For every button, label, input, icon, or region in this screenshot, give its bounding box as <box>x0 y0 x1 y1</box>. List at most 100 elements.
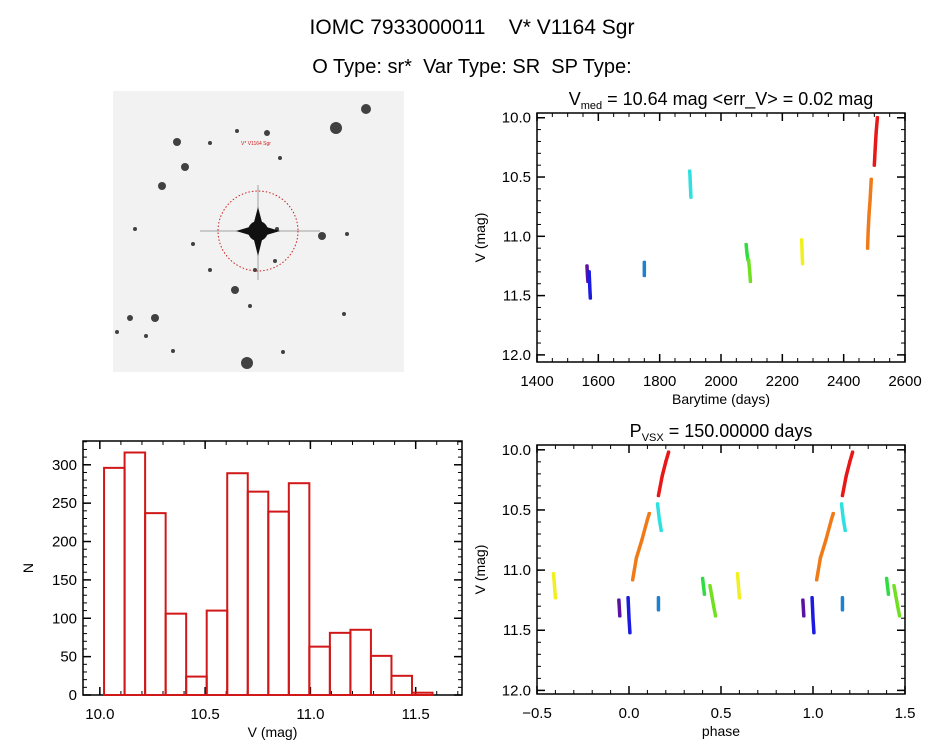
data-point <box>659 528 663 532</box>
data-point <box>688 169 692 173</box>
star <box>281 350 285 354</box>
data-streak <box>700 576 707 596</box>
plot-title: Vmed = 10.64 mag <err_V> = 0.02 mag <box>569 89 874 112</box>
data-point <box>866 246 870 250</box>
data-streak <box>630 511 651 582</box>
data-point <box>689 189 693 193</box>
x-tick-label: 1.5 <box>895 705 916 722</box>
data-streak <box>801 598 806 618</box>
data-streak <box>708 583 718 618</box>
data-point <box>664 460 668 464</box>
target-star-core <box>248 221 268 241</box>
data-point <box>744 243 748 247</box>
histogram-bar <box>267 510 290 696</box>
data-point <box>840 608 844 612</box>
x-axis-label: V (mag) <box>248 724 298 740</box>
figure-title: IOMC 7933000011 V* V1164 Sgr <box>309 16 635 39</box>
title-rest: = 150.00000 days <box>664 421 813 441</box>
histogram-bar <box>123 451 147 696</box>
data-point <box>866 228 870 232</box>
data-streak <box>892 583 902 618</box>
title-subscript: VSX <box>642 432 665 444</box>
y-axis-label: N <box>20 563 36 573</box>
star <box>158 182 166 190</box>
star <box>208 141 212 145</box>
star <box>115 330 119 334</box>
x-tick-label: 1400 <box>520 373 553 390</box>
data-point <box>896 604 900 608</box>
data-point <box>640 538 644 542</box>
y-tick-label: 10.5 <box>502 502 531 519</box>
data-point <box>812 631 816 635</box>
data-streak <box>799 238 805 266</box>
y-tick-label: 10.0 <box>502 442 531 459</box>
data-point <box>708 584 712 588</box>
data-point <box>848 460 852 464</box>
data-point <box>875 116 879 120</box>
x-tick-label: 2400 <box>827 373 860 390</box>
data-streak <box>884 576 891 596</box>
x-tick-label: 10.0 <box>85 706 114 723</box>
data-point <box>885 577 889 581</box>
x-tick-label: −0.5 <box>522 705 552 722</box>
data-point <box>660 474 664 478</box>
star <box>248 304 252 308</box>
histogram-bar <box>246 490 270 696</box>
star <box>235 129 239 133</box>
y-tick-label: 100 <box>52 610 77 627</box>
y-tick-label: 10.5 <box>502 169 531 186</box>
star <box>171 349 175 353</box>
histogram-bar <box>205 609 229 696</box>
data-point <box>897 614 901 618</box>
x-tick-label: 11.0 <box>296 706 324 723</box>
x-tick-label: 1.0 <box>803 705 824 722</box>
data-point <box>748 268 752 272</box>
data-point <box>553 596 557 600</box>
data-point <box>586 276 590 280</box>
histogram-bar <box>349 628 372 697</box>
data-streak <box>617 598 622 618</box>
data-streak <box>814 511 835 582</box>
data-streak <box>655 502 663 533</box>
data-point <box>642 260 646 264</box>
data-point <box>588 296 592 300</box>
star <box>191 242 195 246</box>
title-main: V <box>569 89 581 109</box>
data-point <box>617 598 621 602</box>
phase-curve-plot: −0.5 0.0 0.5 1.0 1.5 10.0 10.5 11.0 11.5 12.0 phas… <box>472 421 915 739</box>
data-point <box>874 130 878 134</box>
data-point <box>587 277 591 281</box>
data-point <box>667 450 671 454</box>
data-point <box>851 450 855 454</box>
data-streak <box>656 450 671 498</box>
star <box>208 268 212 272</box>
histogram-bar <box>164 612 188 697</box>
data-point <box>747 258 751 262</box>
data-point <box>736 572 740 576</box>
data-point <box>810 596 814 600</box>
data-point <box>552 572 556 576</box>
data-point <box>748 279 752 283</box>
data-point <box>801 598 805 602</box>
y-tick-label: 11.5 <box>503 622 531 639</box>
data-point <box>585 264 589 268</box>
histogram-bar <box>369 654 393 697</box>
star <box>151 314 159 322</box>
data-point <box>689 195 693 199</box>
data-point <box>587 270 591 274</box>
data-point <box>873 145 877 149</box>
data-point <box>844 474 848 478</box>
data-point <box>811 616 815 620</box>
x-axis-label: phase <box>702 723 740 739</box>
x-tick-label: 1800 <box>643 373 676 390</box>
histogram-bar <box>185 675 208 696</box>
data-point <box>634 556 638 560</box>
star <box>264 130 270 136</box>
data-point <box>737 596 741 600</box>
x-tick-label: 0.0 <box>619 705 640 722</box>
data-point <box>588 284 592 288</box>
data-point <box>818 556 822 560</box>
data-point <box>631 578 635 582</box>
star <box>127 315 133 321</box>
